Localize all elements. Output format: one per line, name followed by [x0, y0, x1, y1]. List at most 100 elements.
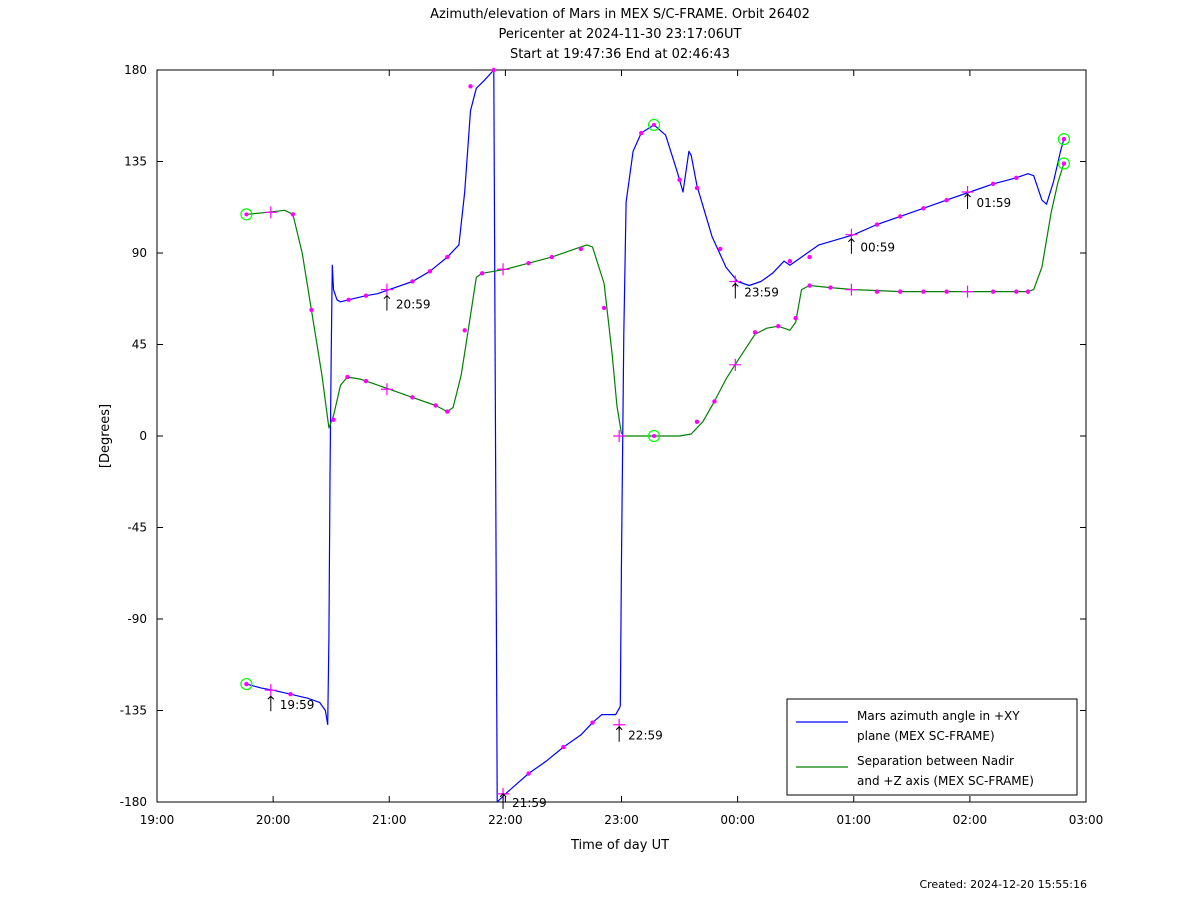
hour-plus-marker [961, 285, 974, 298]
chart-subtitle-pericenter: Pericenter at 2024-11-30 23:17:06UT [498, 27, 741, 42]
data-point-marker [427, 269, 433, 274]
hour-plus-marker [380, 283, 393, 296]
event-circle-marker [1057, 133, 1071, 146]
series-line-separation [621, 163, 1065, 437]
series-line-azimuth [246, 683, 329, 725]
data-point-marker [677, 177, 682, 182]
data-point-marker [462, 328, 467, 333]
data-point-marker [944, 197, 949, 203]
legend: Mars azimuth angle in +XY plane (MEX SC-… [786, 698, 1078, 796]
y-tick-label: -45 [127, 521, 147, 535]
chart-title: Azimuth/elevation of Mars in MEX S/C-FRA… [430, 7, 810, 22]
data-point-marker [331, 417, 336, 422]
data-point-marker [445, 254, 450, 260]
x-tick-label: 19:00 [140, 813, 175, 827]
data-point-marker [578, 246, 584, 252]
event-circle-marker [240, 677, 253, 691]
chart-subtitle-range: Start at 19:47:36 End at 02:46:43 [510, 47, 730, 62]
x-axis-tick-labels: 19:00 20:00 21:00 22:00 23:00 00:00 01:00 02:00… [140, 813, 1104, 827]
x-tick-label: 02:00 [953, 813, 988, 827]
data-point-marker [990, 289, 996, 294]
data-point-marker [290, 212, 296, 217]
x-tick-label: 21:00 [372, 813, 407, 827]
data-point-marker [244, 682, 249, 687]
data-point-marker [712, 399, 717, 404]
hour-plus-marker [729, 358, 742, 371]
data-point-marker [345, 374, 350, 380]
data-point-marker [828, 285, 833, 290]
series-line-azimuth [496, 706, 621, 803]
annotation-arrow [615, 726, 623, 742]
data-point-marker [1061, 161, 1066, 166]
data-point-marker [1025, 289, 1031, 294]
data-point-marker [549, 254, 555, 260]
data-point-marker [410, 395, 415, 400]
data-point-marker [1014, 289, 1019, 294]
data-point-marker [652, 434, 657, 438]
y-tick-label: 45 [132, 338, 147, 352]
axis-ticks [156, 69, 1087, 803]
data-point-marker [1014, 175, 1019, 180]
legend-label-azimuth-line2: plane (MEX SC-FRAME) [857, 729, 995, 743]
annotation-time-label: 20:59 [396, 298, 431, 312]
data-point-marker [639, 130, 644, 136]
hour-plus-marker [497, 263, 510, 276]
data-point-marker [526, 771, 531, 776]
annotation-time-label: 00:59 [860, 241, 895, 255]
annotation-arrow [499, 793, 507, 809]
hour-plus-marker [264, 206, 277, 219]
y-tick-label: 90 [132, 246, 147, 260]
series-line-azimuth [327, 69, 495, 725]
event-circle-marker [240, 208, 253, 221]
data-point-marker [445, 409, 450, 414]
y-tick-label: 135 [124, 155, 147, 169]
y-axis-label: [Degrees] [98, 404, 113, 468]
data-point-marker [718, 246, 723, 252]
data-point-marker [776, 324, 781, 329]
data-point-marker [410, 279, 415, 284]
x-tick-label: 20:00 [256, 813, 291, 827]
annotation-arrow [383, 294, 391, 311]
data-point-marker [652, 122, 657, 127]
legend-label-azimuth-line1: Mars azimuth angle in +XY [857, 709, 1020, 723]
annotation-time-label: 19:59 [280, 698, 315, 712]
x-tick-label: 23:00 [604, 813, 639, 827]
data-point-marker [590, 720, 595, 725]
data-point-marker [363, 293, 369, 298]
annotation-time-label: 23:59 [744, 285, 779, 299]
x-tick-label: 01:00 [836, 813, 871, 827]
data-point-marker [479, 271, 485, 276]
data-point-marker [491, 67, 496, 73]
data-point-marker [807, 254, 812, 260]
x-tick-label: 00:00 [720, 813, 755, 827]
data-point-marker [244, 212, 249, 217]
data-point-marker [288, 692, 293, 697]
data-point-marker [309, 307, 314, 313]
data-point-marker [363, 378, 369, 384]
legend-box [786, 698, 1078, 796]
data-point-marker [921, 289, 926, 294]
y-tick-label: 180 [124, 63, 147, 77]
data-point-marker [1061, 137, 1066, 142]
data-point-marker [921, 206, 926, 211]
hour-plus-marker [613, 430, 626, 442]
data-point-marker [874, 289, 880, 294]
data-point-marker [561, 744, 566, 750]
event-circle-marker [647, 429, 661, 443]
x-tick-label: 22:00 [488, 813, 523, 827]
annotation-layer: 19:59 20:59 21:59 22:59 23:59 00:59 01:59 [267, 193, 1011, 810]
hour-plus-marker [264, 684, 277, 697]
series-line-separation [246, 209, 623, 435]
data-point-marker [807, 283, 812, 288]
created-timestamp: Created: 2024-12-20 15:55:16 [919, 878, 1087, 891]
y-axis-tick-labels: 180 135 90 45 0 -45 -90 -135 -180 [120, 63, 147, 809]
y-tick-label: -180 [120, 795, 147, 809]
series-line-azimuth [619, 124, 1065, 707]
y-tick-label: -90 [127, 612, 147, 626]
hour-plus-marker [380, 383, 393, 396]
data-point-marker [601, 305, 607, 311]
data-point-marker [694, 419, 700, 424]
y-tick-label: -135 [120, 704, 147, 718]
data-point-marker [990, 181, 996, 187]
